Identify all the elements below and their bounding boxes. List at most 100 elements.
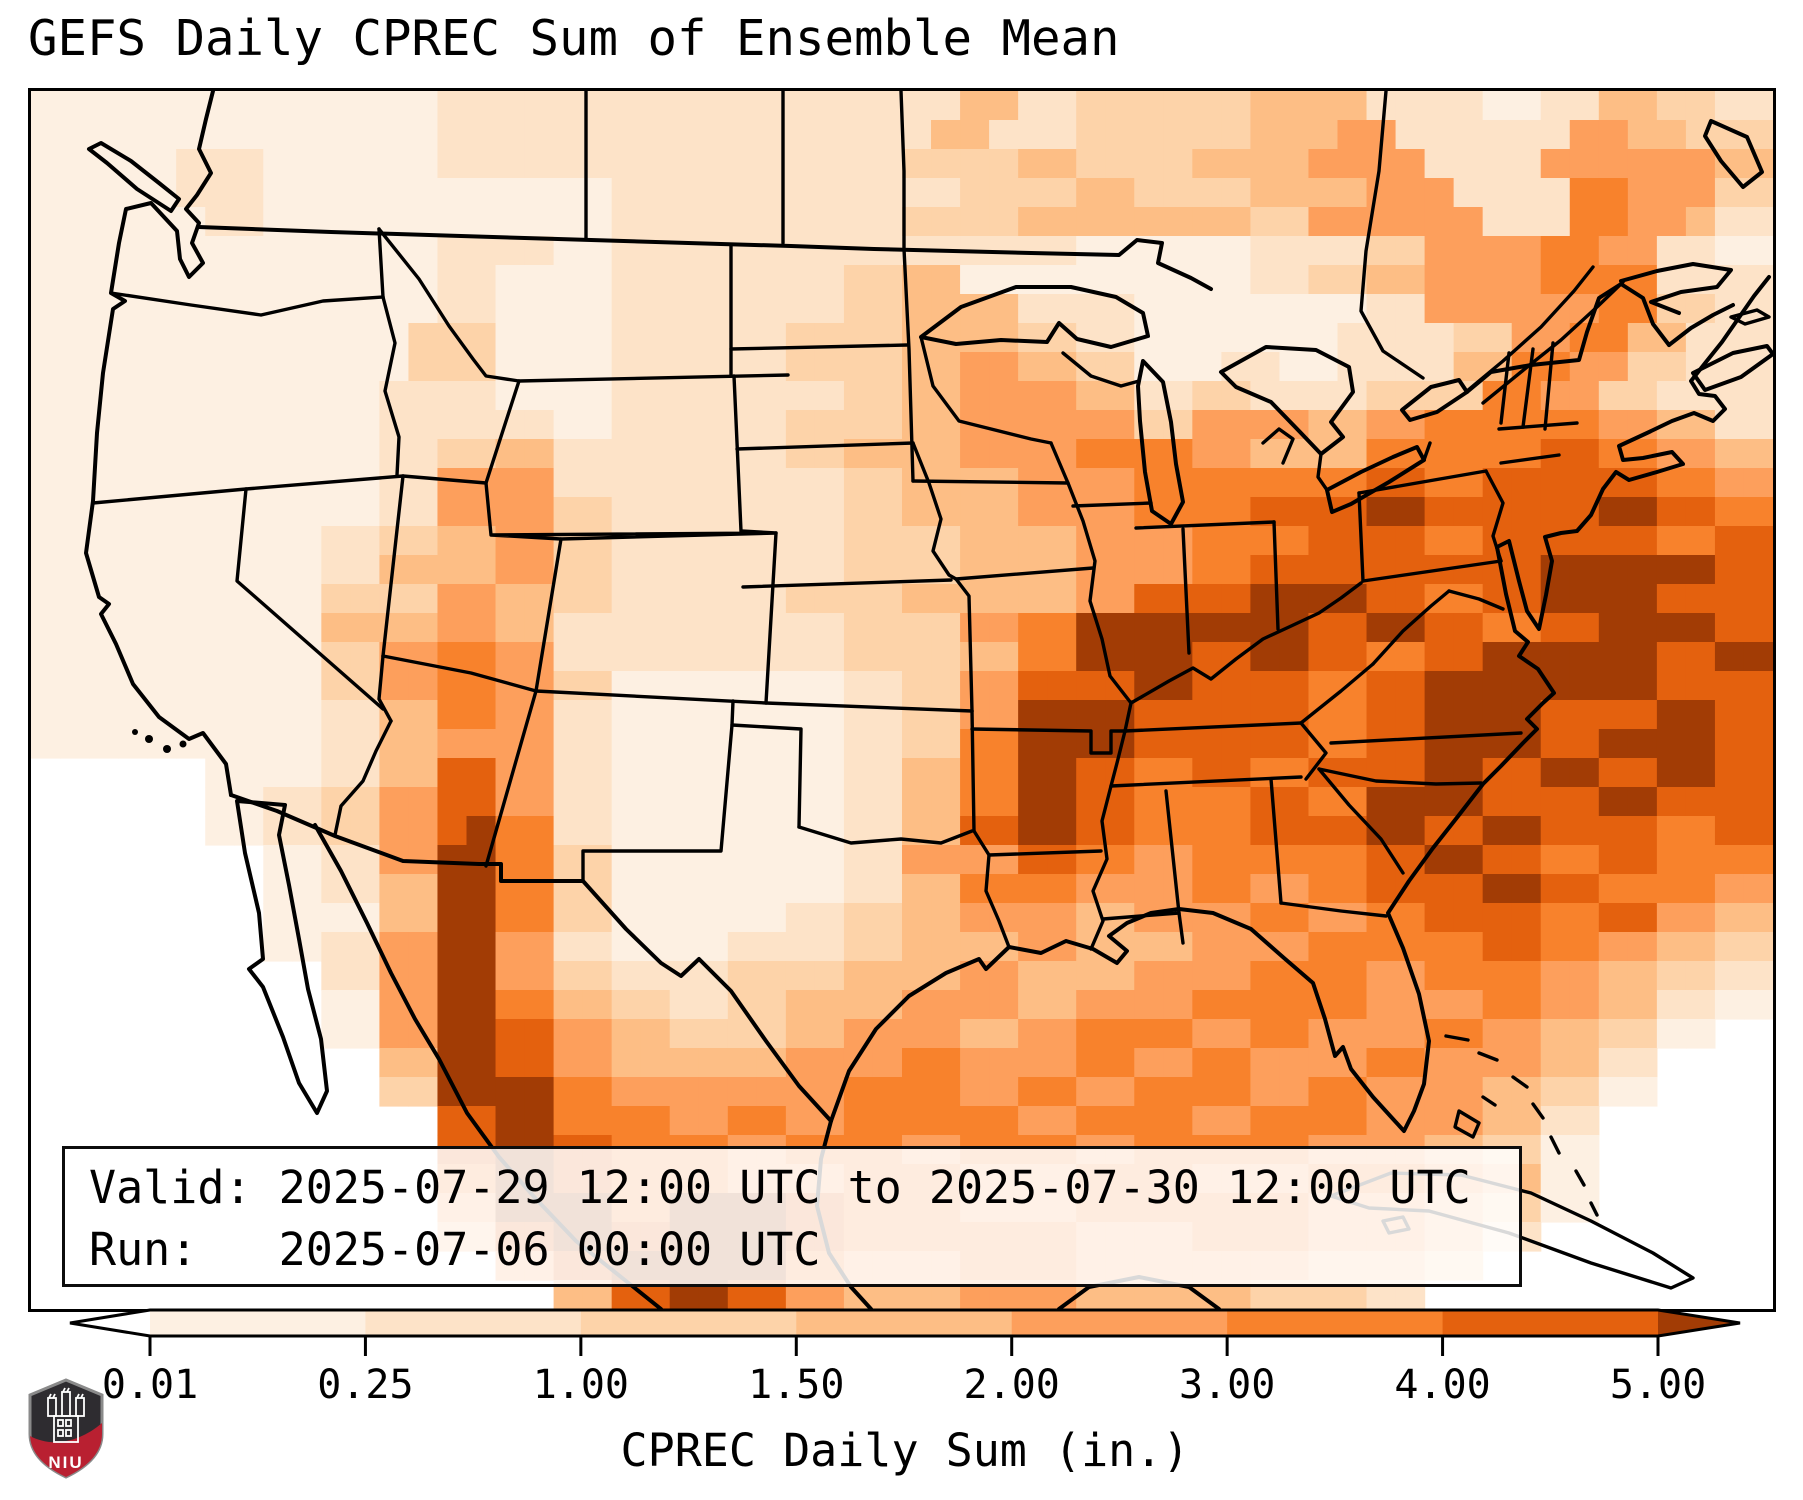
co-east-border — [766, 533, 776, 703]
colorbar-tick-label: 4.00 — [1394, 1362, 1490, 1408]
mississippi-river — [1051, 443, 1131, 949]
province-mb-on — [901, 91, 904, 249]
in-oh-border — [1274, 522, 1278, 629]
us-mexico-border — [231, 795, 831, 1121]
ny-vt-border — [1501, 353, 1509, 423]
wv-va-border — [1373, 591, 1449, 664]
nv-ut-border — [383, 476, 403, 656]
il-in-border — [1183, 529, 1189, 653]
ok-panhandle — [732, 701, 801, 827]
province-on-qc — [1361, 91, 1423, 378]
ia-mo-border — [956, 568, 1093, 579]
mt-wy-45n — [519, 375, 788, 381]
colorbar-tick-label: 2.00 — [964, 1362, 1060, 1408]
ga-sc-border — [1319, 769, 1403, 873]
us-canada-border — [199, 227, 1211, 289]
sd-ne-43n — [737, 443, 913, 449]
saginaw-bay — [1263, 429, 1293, 463]
mo-ar-border — [972, 729, 1126, 753]
colorbar-label: CPREC Daily Sum (in.) — [620, 1424, 1190, 1477]
ok-ar-border — [972, 711, 974, 831]
wa-or-border — [111, 293, 383, 315]
tn-south-35n — [1111, 777, 1301, 786]
border-45n — [1467, 284, 1669, 392]
ar-la-33n — [989, 851, 1101, 855]
tn-north-border — [1125, 723, 1301, 731]
valid-line: Valid: 2025-07-29 12:00 UTC to 2025-07-3… — [89, 1161, 1471, 1214]
colorbar-segments — [150, 1310, 1659, 1336]
nh-me-border — [1545, 343, 1553, 429]
pei — [1731, 310, 1769, 324]
ca-nv-border — [237, 489, 383, 709]
nv-az-border — [379, 656, 391, 721]
lake-superior — [921, 287, 1148, 347]
channel-islands — [132, 729, 187, 753]
wa-id-border — [379, 229, 383, 297]
colorbar-tick-label: 1.50 — [748, 1362, 844, 1408]
newfoundland-corner — [1705, 121, 1762, 187]
map — [28, 88, 1776, 1312]
logo-text: NIU — [48, 1453, 83, 1472]
st-clair-river — [1318, 454, 1327, 490]
nd-sd-border — [731, 345, 907, 349]
colorbar-ticks — [148, 1336, 1660, 1356]
pa-west-border — [1359, 493, 1363, 581]
gulf-atlantic-coastline — [831, 277, 1769, 1131]
lake-michigan — [1138, 361, 1183, 524]
logo-red-swoosh — [30, 1423, 102, 1477]
ct-ma-border — [1501, 455, 1559, 463]
baja-coastline — [237, 801, 327, 1113]
page-title: GEFS Daily CPREC Sum of Ensemble Mean — [28, 10, 1120, 67]
delaware-river — [1486, 471, 1503, 561]
colorbar-tick-label: 0.25 — [317, 1362, 413, 1408]
mn-ia-border — [913, 481, 1068, 483]
map-grid — [31, 91, 1773, 1309]
ohio-river — [1131, 583, 1361, 703]
potomac-river — [1449, 591, 1503, 609]
fundy-coast — [1669, 305, 1733, 345]
ga-al-border — [1271, 779, 1281, 903]
niu-logo: NIU — [24, 1378, 108, 1480]
ms-al-border — [1166, 791, 1179, 913]
lake-huron — [1221, 347, 1353, 454]
run-line: Run: 2025-07-06 00:00 UTC — [89, 1223, 821, 1276]
tx-nm-border — [583, 725, 732, 881]
or-id-border — [383, 297, 399, 475]
ky-va-border — [1301, 664, 1373, 723]
colorbar-tick-label: 5.00 — [1610, 1362, 1706, 1408]
colorbar: 0.01 0.25 1.00 1.50 2.00 3.00 4.00 5.00 — [0, 1300, 1803, 1408]
vt-nh-border — [1523, 349, 1533, 427]
pa-south-border — [1363, 561, 1501, 581]
info-box: Valid: 2025-07-29 12:00 UTC to 2025-07-3… — [62, 1146, 1522, 1287]
mn-west-border — [904, 249, 913, 481]
az-nm-border — [486, 691, 536, 866]
colorbar-tick-labels: 0.01 0.25 1.00 1.50 2.00 3.00 4.00 5.00 — [102, 1362, 1706, 1408]
mi-south-border — [1136, 522, 1274, 528]
va-nc-36-5n — [1331, 733, 1521, 743]
nova-scotia — [1693, 346, 1773, 390]
pa-north-border — [1359, 471, 1486, 493]
pacific-coastline — [86, 91, 231, 795]
wi-il-border — [1073, 503, 1151, 506]
ut-co-border — [536, 539, 561, 691]
tn-nc-border — [1301, 723, 1326, 779]
az-ca-river — [335, 721, 391, 835]
nc-sc-border — [1319, 769, 1481, 784]
map-canvas — [31, 91, 1773, 1309]
colorbar-under-arrow — [70, 1310, 150, 1336]
niagara-river — [1424, 443, 1430, 460]
colorbar-tick-label: 0.01 — [102, 1362, 198, 1408]
gaspe-coast — [1621, 264, 1731, 313]
colorbar-over-arrow — [1658, 1310, 1740, 1336]
tx-la-border — [974, 831, 1009, 947]
red-river — [799, 827, 972, 843]
id-mt-border — [379, 229, 519, 381]
mn-wi-border — [921, 337, 1051, 443]
logo-castle — [47, 1388, 85, 1443]
state-borders — [86, 91, 1773, 1309]
colorbar-tick-label: 3.00 — [1179, 1362, 1275, 1408]
bahamas-islands — [1446, 1036, 1597, 1215]
missouri-river — [913, 443, 972, 711]
ga-fl-border — [1281, 903, 1386, 916]
wi-mi-up-border — [1063, 353, 1139, 386]
